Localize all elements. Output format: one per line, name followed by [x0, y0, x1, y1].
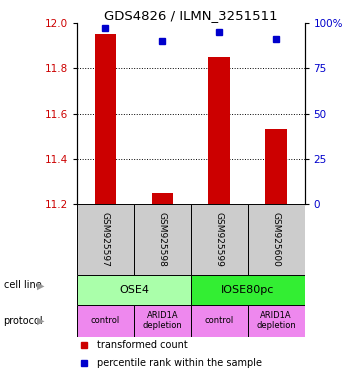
Bar: [191, 204, 248, 275]
Bar: [134, 305, 191, 337]
Bar: [265, 129, 287, 204]
Bar: [94, 34, 116, 204]
Text: GSM925598: GSM925598: [158, 212, 167, 267]
Text: control: control: [204, 316, 234, 325]
Text: OSE4: OSE4: [119, 285, 149, 295]
Text: ▶: ▶: [37, 316, 44, 326]
Text: cell line: cell line: [4, 280, 41, 290]
Bar: [152, 193, 173, 204]
Bar: [191, 305, 248, 337]
Text: transformed count: transformed count: [97, 340, 188, 350]
Text: ARID1A
depletion: ARID1A depletion: [256, 311, 296, 330]
Bar: [134, 204, 191, 275]
Text: ▶: ▶: [37, 280, 44, 290]
Text: GSM925599: GSM925599: [215, 212, 224, 267]
Bar: [77, 305, 134, 337]
Bar: [77, 275, 191, 305]
Title: GDS4826 / ILMN_3251511: GDS4826 / ILMN_3251511: [104, 9, 278, 22]
Text: protocol: protocol: [4, 316, 43, 326]
Text: IOSE80pc: IOSE80pc: [221, 285, 274, 295]
Text: control: control: [91, 316, 120, 325]
Bar: [191, 275, 304, 305]
Text: GSM925600: GSM925600: [272, 212, 281, 267]
Text: percentile rank within the sample: percentile rank within the sample: [97, 358, 262, 367]
Bar: [248, 204, 304, 275]
Text: GSM925597: GSM925597: [101, 212, 110, 267]
Text: ARID1A
depletion: ARID1A depletion: [142, 311, 182, 330]
Bar: [77, 204, 134, 275]
Bar: [248, 305, 304, 337]
Bar: [208, 57, 230, 204]
